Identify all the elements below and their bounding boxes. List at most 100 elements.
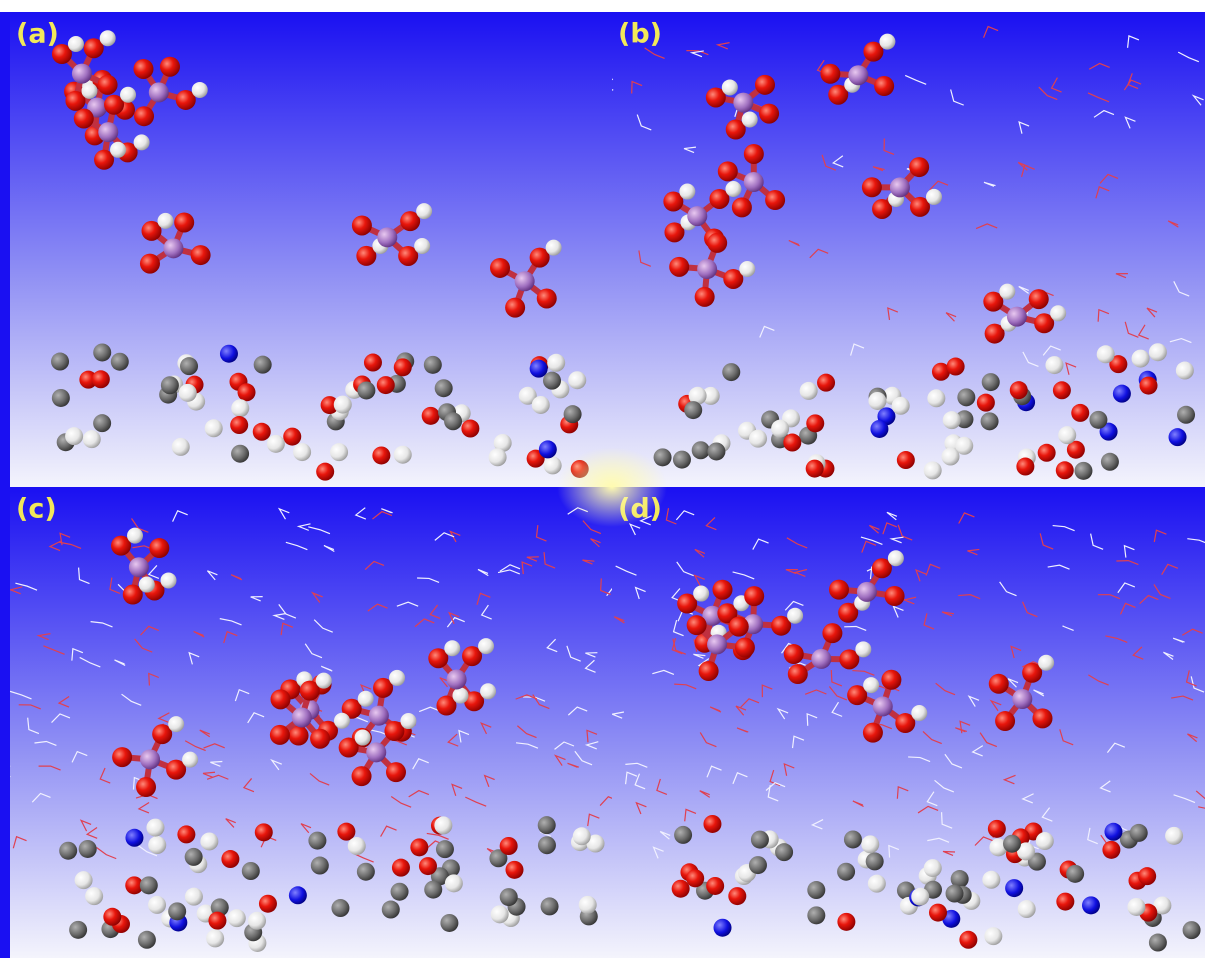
atom [283, 428, 301, 446]
atom [1104, 823, 1122, 841]
atom [684, 401, 702, 419]
atom [544, 456, 562, 474]
atom [784, 644, 804, 664]
atom [538, 836, 556, 854]
atom [140, 254, 160, 274]
atom [238, 383, 256, 401]
atom [687, 206, 707, 226]
atom [461, 420, 479, 438]
atom [749, 856, 767, 874]
atom [879, 34, 895, 50]
atom [85, 887, 103, 905]
atom [136, 777, 156, 797]
atom [93, 343, 111, 361]
atom [177, 825, 195, 843]
atom [957, 388, 975, 406]
atom [541, 897, 559, 915]
atom [695, 287, 715, 307]
atom [703, 815, 721, 833]
atom [253, 423, 271, 441]
atom [357, 381, 375, 399]
atom [759, 104, 779, 124]
atom [445, 874, 463, 892]
atom [714, 919, 732, 937]
atom [348, 837, 366, 855]
atom [546, 240, 562, 256]
atom [129, 557, 149, 577]
atom [424, 356, 442, 374]
atom [248, 912, 266, 930]
atom [1003, 835, 1021, 853]
atom [924, 859, 942, 877]
atom [394, 358, 412, 376]
atom [1177, 406, 1195, 424]
atom [855, 641, 871, 657]
atom [414, 238, 430, 254]
atom [200, 832, 218, 850]
atom [1005, 879, 1023, 897]
panel-label: (b) [618, 19, 662, 50]
figure: (a)(b)(c)(d) [0, 0, 1205, 964]
atom [310, 729, 330, 749]
atom [436, 840, 454, 858]
atom [267, 435, 285, 453]
atom [400, 713, 416, 729]
atom [1045, 356, 1063, 374]
atom [358, 691, 374, 707]
atom [885, 586, 905, 606]
atom [977, 394, 995, 412]
atom [537, 288, 557, 308]
atom [807, 906, 825, 924]
atom [357, 863, 375, 881]
atom [806, 414, 824, 432]
atom [707, 634, 727, 654]
atom [75, 871, 93, 889]
atom [897, 451, 915, 469]
panel: (d) [612, 487, 1205, 958]
atom [149, 82, 169, 102]
atom [139, 577, 155, 593]
atom [863, 677, 879, 693]
atom [538, 816, 556, 834]
atom [505, 861, 523, 879]
atom [1082, 896, 1100, 914]
atom [1097, 345, 1115, 363]
atom [1056, 461, 1074, 479]
atom [293, 443, 311, 461]
atom [539, 440, 557, 458]
atom [1127, 898, 1145, 916]
atom [444, 412, 462, 430]
panel-background [10, 487, 612, 958]
atom [372, 446, 390, 464]
atom [440, 914, 458, 932]
atom [775, 843, 793, 861]
atom [81, 83, 97, 99]
atom [93, 414, 111, 432]
atom [394, 446, 412, 464]
atom [771, 420, 789, 438]
atom [337, 823, 355, 841]
atom [712, 580, 732, 600]
atom [74, 109, 94, 129]
atom [543, 372, 561, 390]
atom [707, 442, 725, 460]
atom [783, 434, 801, 452]
atom [669, 257, 689, 277]
atom [231, 399, 249, 417]
atom [228, 909, 246, 927]
atom [686, 869, 704, 887]
atom [1010, 381, 1028, 399]
atom [334, 396, 352, 414]
atom [888, 550, 904, 566]
atom [389, 670, 405, 686]
atom [138, 931, 156, 949]
atom [947, 358, 965, 376]
atom [946, 885, 964, 903]
atom [355, 730, 371, 746]
atom [837, 913, 855, 931]
atom [231, 445, 249, 463]
atom [807, 881, 825, 899]
atom [892, 397, 910, 415]
atom [161, 376, 179, 394]
atom [673, 451, 691, 469]
